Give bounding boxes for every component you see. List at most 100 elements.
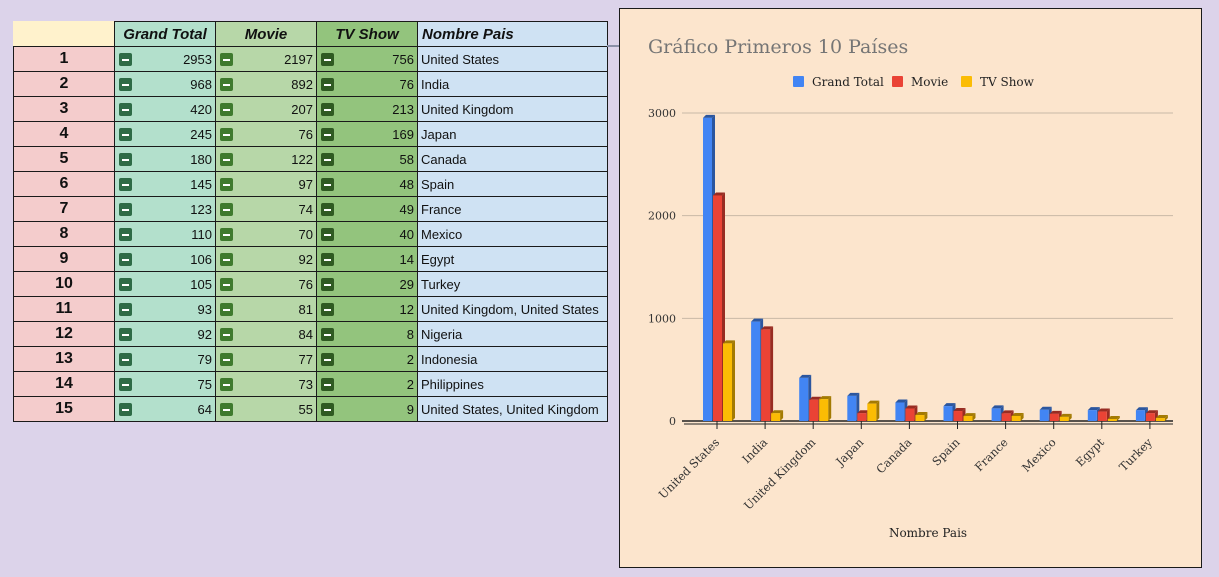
- minus-square-icon[interactable]: [321, 228, 334, 241]
- minus-square-icon[interactable]: [119, 78, 132, 91]
- minus-square-icon[interactable]: [220, 103, 233, 116]
- minus-square-icon[interactable]: [321, 153, 334, 166]
- grand-total-cell[interactable]: 145: [114, 171, 216, 197]
- minus-square-icon[interactable]: [119, 203, 132, 216]
- minus-square-icon[interactable]: [220, 403, 233, 416]
- movie-cell[interactable]: 2197: [215, 46, 317, 72]
- tv-show-cell[interactable]: 40: [316, 221, 418, 247]
- country-cell[interactable]: Mexico: [417, 221, 608, 247]
- minus-square-icon[interactable]: [321, 178, 334, 191]
- tv-show-cell[interactable]: 8: [316, 321, 418, 347]
- movie-cell[interactable]: 70: [215, 221, 317, 247]
- minus-square-icon[interactable]: [119, 253, 132, 266]
- grand-total-cell[interactable]: 92: [114, 321, 216, 347]
- chart-panel[interactable]: Gráfico Primeros 10 Países Grand Total Mov…: [619, 8, 1202, 568]
- minus-square-icon[interactable]: [119, 153, 132, 166]
- minus-square-icon[interactable]: [321, 328, 334, 341]
- grand-total-cell[interactable]: 245: [114, 121, 216, 147]
- minus-square-icon[interactable]: [119, 103, 132, 116]
- country-cell[interactable]: Indonesia: [417, 346, 608, 372]
- header-grand-total[interactable]: Grand Total: [114, 21, 216, 47]
- minus-square-icon[interactable]: [220, 328, 233, 341]
- movie-cell[interactable]: 73: [215, 371, 317, 397]
- country-cell[interactable]: Japan: [417, 121, 608, 147]
- country-cell[interactable]: United States, United Kingdom: [417, 396, 608, 422]
- movie-cell[interactable]: 122: [215, 146, 317, 172]
- grand-total-cell[interactable]: 106: [114, 246, 216, 272]
- minus-square-icon[interactable]: [321, 353, 334, 366]
- movie-cell[interactable]: 892: [215, 71, 317, 97]
- minus-square-icon[interactable]: [119, 278, 132, 291]
- country-cell[interactable]: France: [417, 196, 608, 222]
- grand-total-cell[interactable]: 180: [114, 146, 216, 172]
- tv-show-cell[interactable]: 756: [316, 46, 418, 72]
- tv-show-cell[interactable]: 9: [316, 396, 418, 422]
- country-cell[interactable]: United Kingdom: [417, 96, 608, 122]
- country-cell[interactable]: Nigeria: [417, 321, 608, 347]
- minus-square-icon[interactable]: [220, 353, 233, 366]
- country-cell[interactable]: Philippines: [417, 371, 608, 397]
- minus-square-icon[interactable]: [321, 53, 334, 66]
- minus-square-icon[interactable]: [119, 328, 132, 341]
- movie-cell[interactable]: 55: [215, 396, 317, 422]
- minus-square-icon[interactable]: [220, 203, 233, 216]
- country-cell[interactable]: United States: [417, 46, 608, 72]
- country-cell[interactable]: Egypt: [417, 246, 608, 272]
- tv-show-cell[interactable]: 169: [316, 121, 418, 147]
- country-cell[interactable]: United Kingdom, United States: [417, 296, 608, 322]
- minus-square-icon[interactable]: [220, 153, 233, 166]
- country-cell[interactable]: Spain: [417, 171, 608, 197]
- minus-square-icon[interactable]: [321, 378, 334, 391]
- tv-show-cell[interactable]: 76: [316, 71, 418, 97]
- minus-square-icon[interactable]: [321, 103, 334, 116]
- minus-square-icon[interactable]: [321, 78, 334, 91]
- minus-square-icon[interactable]: [321, 203, 334, 216]
- minus-square-icon[interactable]: [220, 53, 233, 66]
- header-tv-show[interactable]: TV Show: [316, 21, 418, 47]
- minus-square-icon[interactable]: [119, 228, 132, 241]
- minus-square-icon[interactable]: [119, 303, 132, 316]
- tv-show-cell[interactable]: 49: [316, 196, 418, 222]
- grand-total-cell[interactable]: 123: [114, 196, 216, 222]
- header-country[interactable]: Nombre Pais: [417, 21, 608, 47]
- minus-square-icon[interactable]: [119, 128, 132, 141]
- grand-total-cell[interactable]: 2953: [114, 46, 216, 72]
- header-movie[interactable]: Movie: [215, 21, 317, 47]
- minus-square-icon[interactable]: [119, 353, 132, 366]
- minus-square-icon[interactable]: [220, 278, 233, 291]
- grand-total-cell[interactable]: 105: [114, 271, 216, 297]
- tv-show-cell[interactable]: 48: [316, 171, 418, 197]
- grand-total-cell[interactable]: 75: [114, 371, 216, 397]
- movie-cell[interactable]: 97: [215, 171, 317, 197]
- minus-square-icon[interactable]: [220, 78, 233, 91]
- minus-square-icon[interactable]: [321, 303, 334, 316]
- minus-square-icon[interactable]: [321, 128, 334, 141]
- country-cell[interactable]: India: [417, 71, 608, 97]
- tv-show-cell[interactable]: 58: [316, 146, 418, 172]
- minus-square-icon[interactable]: [119, 403, 132, 416]
- minus-square-icon[interactable]: [321, 253, 334, 266]
- movie-cell[interactable]: 77: [215, 346, 317, 372]
- minus-square-icon[interactable]: [220, 178, 233, 191]
- minus-square-icon[interactable]: [119, 178, 132, 191]
- tv-show-cell[interactable]: 2: [316, 346, 418, 372]
- tv-show-cell[interactable]: 213: [316, 96, 418, 122]
- grand-total-cell[interactable]: 64: [114, 396, 216, 422]
- grand-total-cell[interactable]: 93: [114, 296, 216, 322]
- minus-square-icon[interactable]: [220, 303, 233, 316]
- movie-cell[interactable]: 76: [215, 271, 317, 297]
- minus-square-icon[interactable]: [220, 253, 233, 266]
- movie-cell[interactable]: 92: [215, 246, 317, 272]
- grand-total-cell[interactable]: 110: [114, 221, 216, 247]
- country-cell[interactable]: Turkey: [417, 271, 608, 297]
- minus-square-icon[interactable]: [321, 278, 334, 291]
- tv-show-cell[interactable]: 29: [316, 271, 418, 297]
- grand-total-cell[interactable]: 79: [114, 346, 216, 372]
- minus-square-icon[interactable]: [321, 403, 334, 416]
- tv-show-cell[interactable]: 14: [316, 246, 418, 272]
- movie-cell[interactable]: 74: [215, 196, 317, 222]
- minus-square-icon[interactable]: [220, 128, 233, 141]
- movie-cell[interactable]: 76: [215, 121, 317, 147]
- minus-square-icon[interactable]: [119, 53, 132, 66]
- grand-total-cell[interactable]: 420: [114, 96, 216, 122]
